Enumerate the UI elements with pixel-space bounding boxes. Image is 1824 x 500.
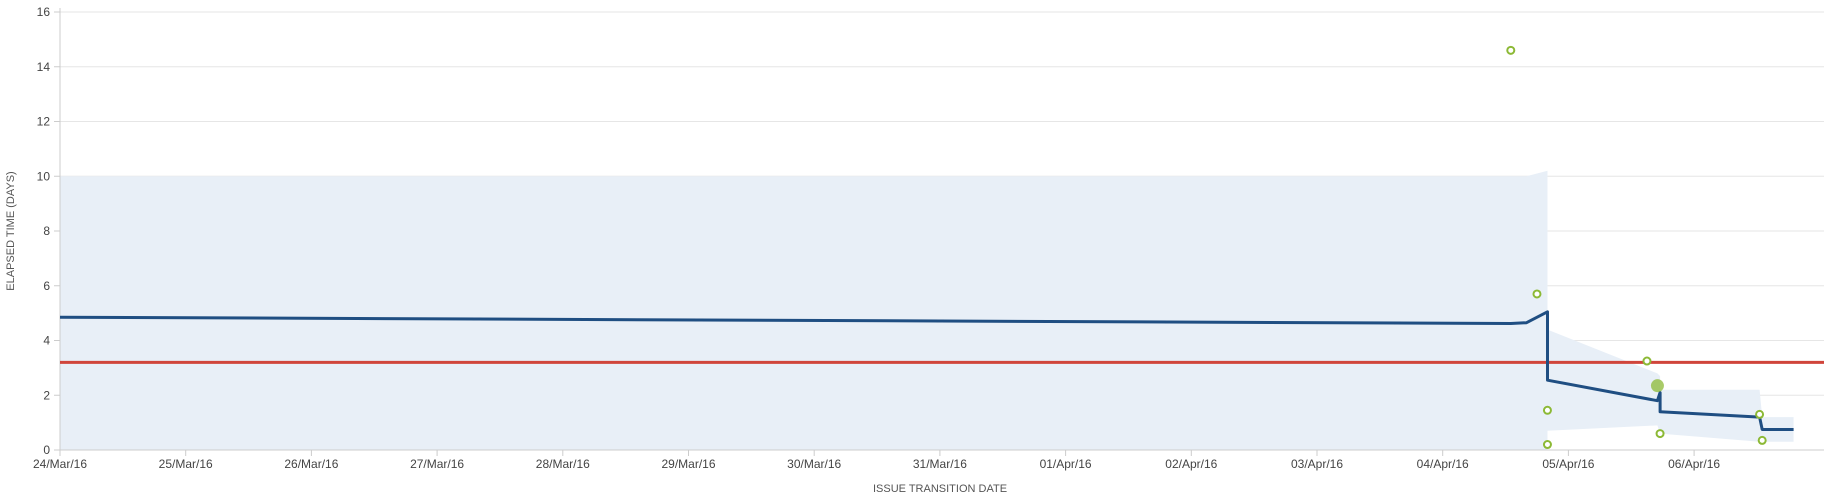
y-tick-label: 4 <box>43 334 50 348</box>
y-axis-title: ELAPSED TIME (DAYS) <box>5 171 17 290</box>
y-tick-label: 8 <box>43 224 50 238</box>
y-tick-label: 2 <box>43 388 50 402</box>
x-tick-label: 24/Mar/16 <box>33 457 87 471</box>
x-tick-label: 03/Apr/16 <box>1291 457 1343 471</box>
x-tick-label: 25/Mar/16 <box>159 457 213 471</box>
y-tick-label: 16 <box>37 5 51 19</box>
x-tick-label: 28/Mar/16 <box>536 457 590 471</box>
y-tick-label: 6 <box>43 279 50 293</box>
issue-point[interactable] <box>1532 289 1542 299</box>
issue-point[interactable] <box>1542 405 1552 415</box>
rolling-average-line <box>59 310 1794 431</box>
issue-point[interactable] <box>1506 45 1516 55</box>
x-tick-label: 06/Apr/16 <box>1668 457 1720 471</box>
x-tick-label: 30/Mar/16 <box>787 457 841 471</box>
issue-point[interactable] <box>1755 409 1765 419</box>
issue-points-layer[interactable] <box>1506 45 1767 450</box>
x-tick-label: 27/Mar/16 <box>410 457 464 471</box>
x-tick-label: 01/Apr/16 <box>1040 457 1092 471</box>
x-tick-label: 02/Apr/16 <box>1165 457 1217 471</box>
issue-point[interactable] <box>1542 440 1552 450</box>
standard-deviation-band <box>60 170 1794 451</box>
axes <box>59 8 1824 451</box>
std-band <box>60 170 1794 451</box>
x-axis-ticks: 24/Mar/16 25/Mar/16 26/Mar/16 27/Mar/16 28/M… <box>33 450 1720 471</box>
x-tick-label: 31/Mar/16 <box>913 457 967 471</box>
y-tick-label: 0 <box>43 443 50 457</box>
y-tick-label: 10 <box>37 169 51 183</box>
x-tick-label: 26/Mar/16 <box>284 457 338 471</box>
issue-point[interactable] <box>1655 429 1665 439</box>
issue-point[interactable] <box>1757 435 1767 445</box>
rolling-average-layer <box>59 310 1794 431</box>
x-tick-label: 05/Apr/16 <box>1542 457 1594 471</box>
x-tick-label: 29/Mar/16 <box>661 457 715 471</box>
y-axis-ticks: 0 2 4 6 8 10 12 14 16 <box>37 5 60 457</box>
issue-point-cluster[interactable] <box>1650 379 1664 393</box>
y-tick-label: 14 <box>37 60 51 74</box>
y-tick-label: 12 <box>37 115 51 129</box>
x-tick-label: 04/Apr/16 <box>1417 457 1469 471</box>
issue-point[interactable] <box>1642 356 1652 366</box>
x-axis-title: ISSUE TRANSITION DATE <box>873 483 1007 495</box>
